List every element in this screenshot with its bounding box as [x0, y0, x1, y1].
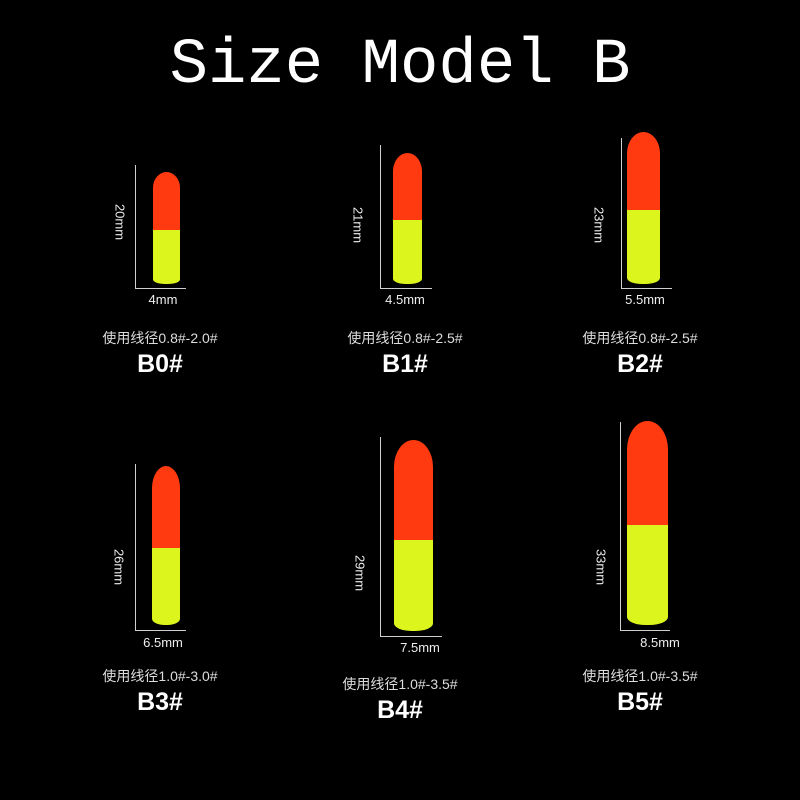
width-dimension-line: [135, 630, 186, 631]
height-label: 33mm: [593, 548, 609, 586]
float-image: [627, 132, 660, 284]
width-dimension-line: [620, 630, 670, 631]
model-name: B4#: [377, 696, 423, 724]
width-dimension-line: [380, 636, 442, 637]
line-diameter-label: 使用线径0.8#-2.0#: [102, 330, 218, 346]
height-label: 23mm: [591, 206, 607, 244]
width-label: 4mm: [148, 292, 178, 307]
width-label: 7.5mm: [400, 640, 440, 655]
height-dimension-line: [135, 165, 136, 288]
height-label: 20mm: [112, 203, 128, 241]
float-image: [394, 440, 433, 631]
line-diameter-label: 使用线径0.8#-2.5#: [582, 330, 698, 346]
model-name: B2#: [617, 350, 663, 378]
float-image: [153, 172, 180, 284]
line-diameter-label: 使用线径1.0#-3.0#: [102, 668, 218, 684]
height-label: 21mm: [350, 206, 366, 244]
model-name: B5#: [617, 688, 663, 716]
line-diameter-label: 使用线径1.0#-3.5#: [342, 676, 458, 692]
model-name: B3#: [137, 688, 183, 716]
height-dimension-line: [380, 145, 381, 288]
line-diameter-label: 使用线径1.0#-3.5#: [582, 668, 698, 684]
height-label: 26mm: [111, 548, 127, 586]
height-dimension-line: [135, 464, 136, 630]
height-dimension-line: [621, 138, 622, 288]
width-label: 6.5mm: [143, 635, 183, 650]
model-name: B1#: [382, 350, 428, 378]
model-name: B0#: [137, 350, 183, 378]
width-dimension-line: [380, 288, 432, 289]
width-label: 5.5mm: [625, 292, 665, 307]
width-label: 8.5mm: [640, 635, 680, 650]
height-dimension-line: [620, 422, 621, 630]
float-image: [152, 466, 180, 625]
line-diameter-label: 使用线径0.8#-2.5#: [347, 330, 463, 346]
height-dimension-line: [380, 437, 381, 636]
height-label: 29mm: [352, 554, 368, 592]
width-label: 4.5mm: [385, 292, 425, 307]
page-title: Size Model B: [169, 30, 631, 102]
float-image: [393, 153, 422, 284]
width-dimension-line: [621, 288, 672, 289]
float-image: [627, 421, 668, 625]
width-dimension-line: [135, 288, 186, 289]
